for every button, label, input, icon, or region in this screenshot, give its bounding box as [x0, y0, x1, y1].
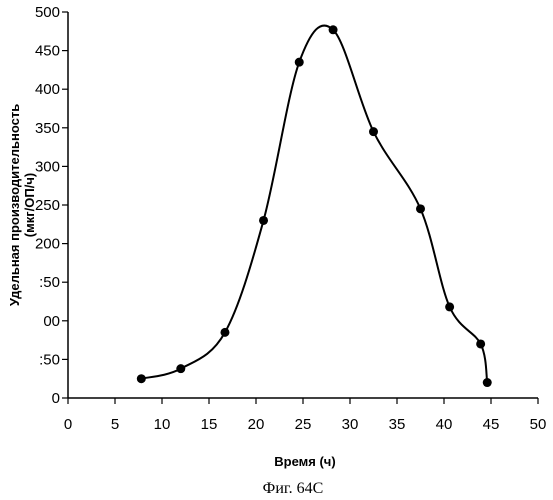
x-tick-label: 25	[295, 416, 312, 433]
y-tick-label: 350	[35, 120, 60, 137]
y-tick-label: 300	[35, 158, 60, 175]
y-axis-ticks: 0 :50 00 :50 200 250 300 350 400 450 500	[35, 4, 68, 407]
x-tick-label: 45	[483, 416, 500, 433]
axes	[68, 12, 538, 398]
y-tick-label: 200	[35, 236, 60, 253]
x-tick-label: 40	[436, 416, 453, 433]
data-point	[369, 127, 378, 136]
y-axis-title-line2: (мкг/ОП/ч)	[22, 173, 37, 237]
y-tick-label: 00	[43, 313, 60, 330]
y-tick-label: :50	[39, 351, 60, 368]
y-axis-title-line1: Удельная производительность	[7, 104, 22, 306]
y-tick-label: 400	[35, 81, 60, 98]
data-point	[416, 204, 425, 213]
x-tick-label: 35	[389, 416, 406, 433]
y-tick-label: :50	[39, 274, 60, 291]
x-tick-label: 50	[530, 416, 547, 433]
data-point	[445, 302, 454, 311]
data-point	[329, 25, 338, 34]
data-point	[483, 378, 492, 387]
data-point	[220, 328, 229, 337]
x-tick-label: 5	[111, 416, 119, 433]
x-axis-ticks: 0 5 10 15 20 25 30 35 40 45 50	[64, 398, 547, 433]
x-axis-title: Время (ч)	[274, 454, 335, 469]
data-point	[476, 339, 485, 348]
data-points	[137, 25, 492, 387]
data-point	[176, 364, 185, 373]
x-tick-label: 15	[201, 416, 218, 433]
figure-caption: Фиг. 64С	[263, 480, 324, 497]
data-point	[295, 58, 304, 67]
x-tick-label: 10	[154, 416, 171, 433]
x-tick-label: 20	[248, 416, 265, 433]
data-point	[137, 374, 146, 383]
y-tick-label: 500	[35, 4, 60, 21]
y-tick-label: 0	[52, 390, 60, 407]
x-tick-label: 30	[342, 416, 359, 433]
x-tick-label: 0	[64, 416, 72, 433]
y-tick-label: 450	[35, 43, 60, 60]
data-point	[259, 216, 268, 225]
y-tick-label: 250	[35, 197, 60, 214]
series-line	[141, 25, 487, 382]
